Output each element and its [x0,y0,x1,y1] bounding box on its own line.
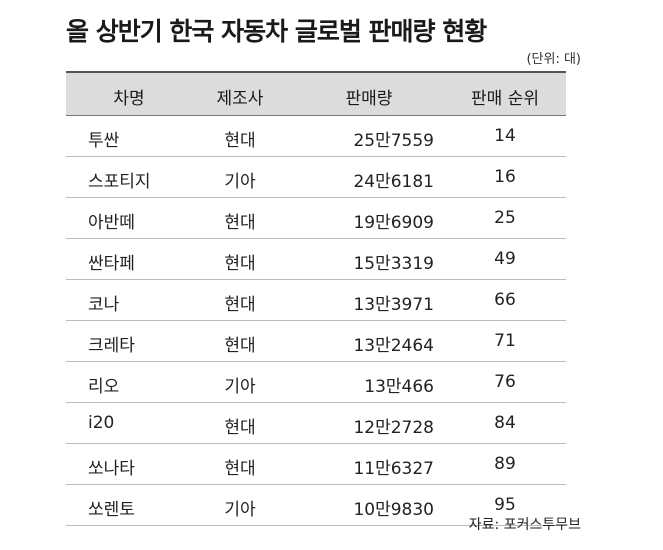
cell-sales: 24만6181 [353,172,434,192]
cell-sales: 13만3971 [353,295,434,315]
header-rank: 판매 순위 [471,89,539,109]
cell-sales: 25만7559 [353,131,434,151]
cell-manufacturer: 현대 [224,418,256,438]
cell-car-name: 리오 [88,377,120,397]
cell-sales: 15만3319 [353,254,434,274]
cell-manufacturer: 현대 [224,295,256,315]
cell-manufacturer: 기아 [224,377,256,397]
cell-rank: 89 [494,454,516,474]
cell-sales: 19만6909 [353,213,434,233]
table-row: 스포티지 기아 24만6181 16 [66,157,566,198]
cell-manufacturer: 기아 [224,500,256,520]
header-sales: 판매량 [345,89,393,109]
cell-car-name: i20 [88,413,115,433]
cell-rank: 71 [494,331,516,351]
cell-rank: 66 [494,290,516,310]
cell-car-name: 쏘나타 [88,459,135,479]
cell-manufacturer: 현대 [224,131,256,151]
cell-rank: 25 [494,208,516,228]
cell-manufacturer: 현대 [224,459,256,479]
cell-car-name: 아반떼 [88,213,135,233]
cell-manufacturer: 현대 [224,213,256,233]
header-car-name: 차명 [113,89,145,109]
table-row: 코나 현대 13만3971 66 [66,280,566,321]
cell-rank: 95 [494,495,516,515]
cell-car-name: 코나 [88,295,120,315]
cell-manufacturer: 현대 [224,254,256,274]
table-header: 차명 제조사 판매량 판매 순위 [66,73,566,116]
cell-rank: 49 [494,249,516,269]
cell-rank: 76 [494,372,516,392]
cell-car-name: 스포티지 [88,172,151,192]
cell-manufacturer: 현대 [224,336,256,356]
page-title: 올 상반기 한국 자동차 글로벌 판매량 현황 [66,17,487,46]
header-manufacturer: 제조사 [216,89,264,109]
source-note: 자료: 포커스투무브 [468,517,581,533]
table-row: 크레타 현대 13만2464 71 [66,321,566,362]
cell-manufacturer: 기아 [224,172,256,192]
cell-rank: 16 [494,167,516,187]
cell-car-name: 쏘렌토 [88,500,135,520]
table-row: 쏘나타 현대 11만6327 89 [66,444,566,485]
table-row: 아반떼 현대 19만6909 25 [66,198,566,239]
cell-car-name: 크레타 [88,336,135,356]
table-row: 싼타페 현대 15만3319 49 [66,239,566,280]
cell-sales: 12만2728 [353,418,434,438]
table-body: 투싼 현대 25만7559 14 스포티지 기아 24만6181 16 아반떼 … [66,116,566,526]
cell-sales: 10만9830 [353,500,434,520]
cell-car-name: 싼타페 [88,254,135,274]
cell-rank: 84 [494,413,516,433]
cell-sales: 13만2464 [353,336,434,356]
cell-rank: 14 [494,126,516,146]
cell-sales: 13만466 [364,377,434,397]
cell-sales: 11만6327 [353,459,434,479]
table-row: i20 현대 12만2728 84 [66,403,566,444]
cell-car-name: 투싼 [88,131,120,151]
table-row: 쏘렌토 기아 10만9830 95 [66,485,566,526]
unit-note: (단위: 대) [526,52,581,67]
table-row: 리오 기아 13만466 76 [66,362,566,403]
table-top-rule [66,71,566,73]
table-row: 투싼 현대 25만7559 14 [66,116,566,157]
